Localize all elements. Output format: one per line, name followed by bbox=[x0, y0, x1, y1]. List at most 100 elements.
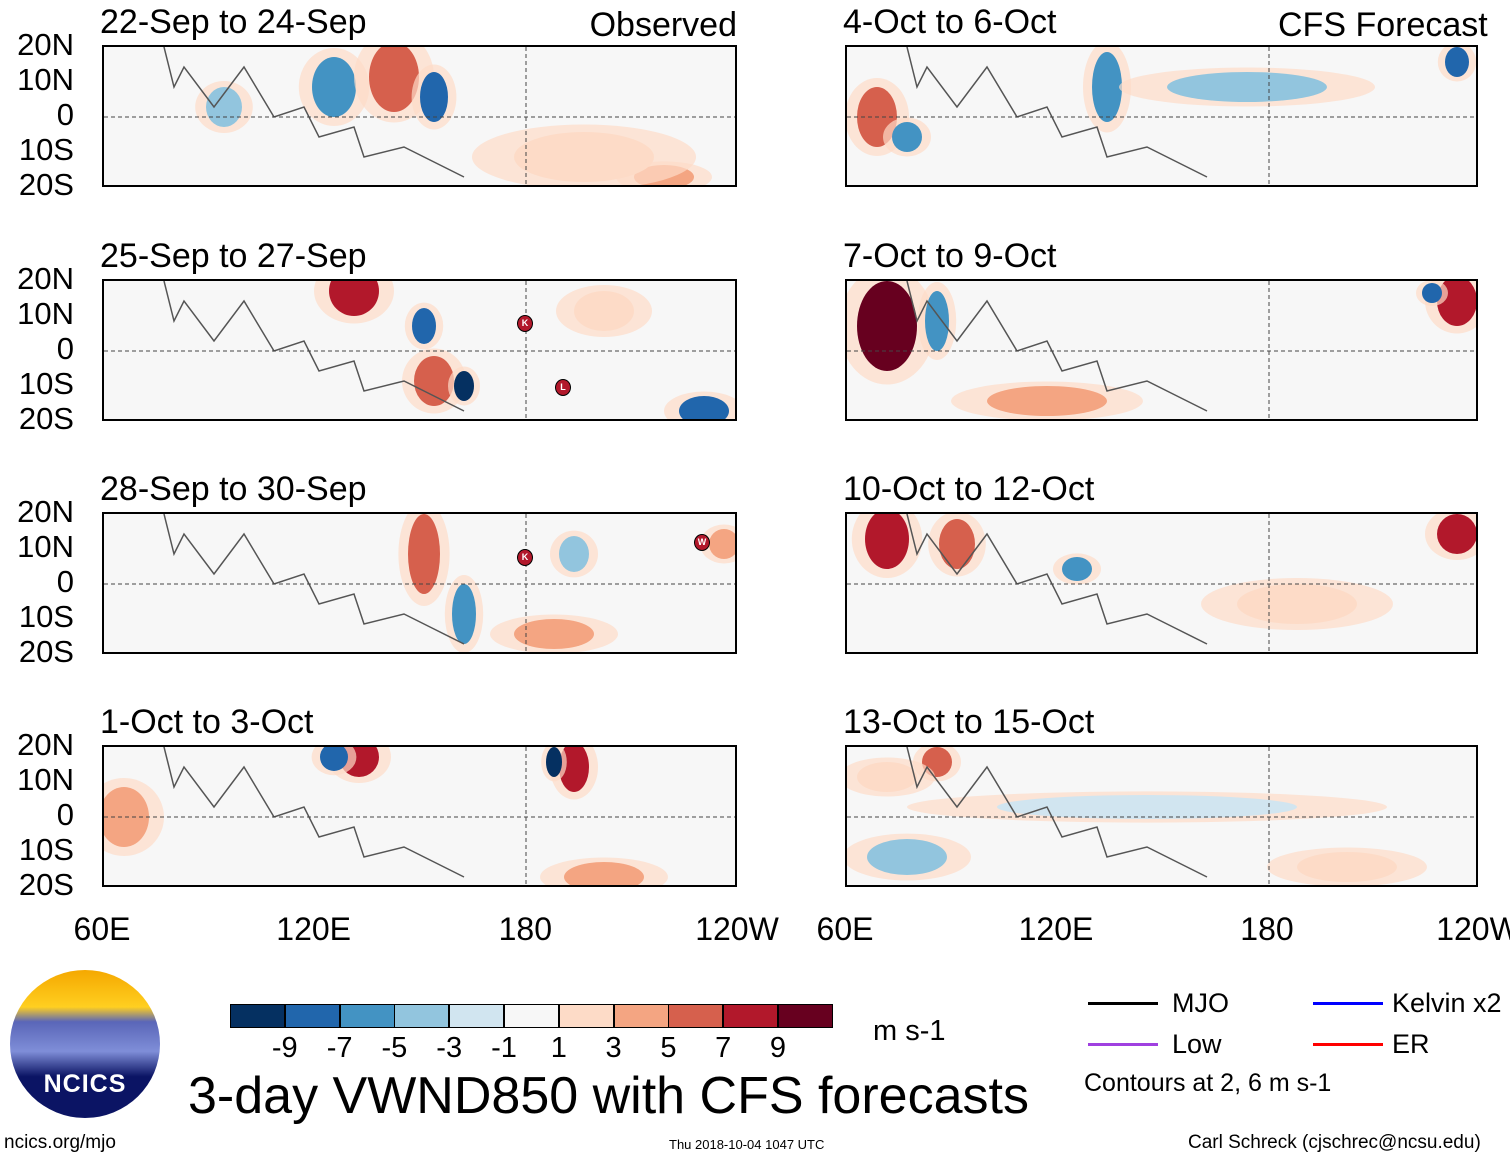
legend-mjo-line bbox=[1088, 1002, 1158, 1005]
anomaly-shading bbox=[546, 747, 562, 777]
lat-label: 0 bbox=[56, 797, 74, 832]
coastline bbox=[163, 514, 465, 645]
colorbar-swatch bbox=[723, 1004, 779, 1028]
anomaly-shading bbox=[892, 122, 922, 152]
anomaly-shading bbox=[865, 514, 909, 569]
legend-er-label: ER bbox=[1392, 1029, 1430, 1059]
anomaly-shading bbox=[452, 584, 476, 644]
anomaly-shading bbox=[514, 619, 594, 649]
footer-timestamp: Thu 2018-10-04 1047 UTC bbox=[669, 1137, 825, 1152]
colorbar-swatch bbox=[778, 1004, 833, 1028]
lat-label: 10S bbox=[18, 366, 74, 401]
coastline bbox=[163, 281, 465, 412]
coastline bbox=[163, 747, 465, 878]
lat-label: 10N bbox=[17, 62, 74, 97]
lat-label: 10N bbox=[17, 296, 74, 331]
panel-title: 10-Oct to 12-Oct bbox=[843, 470, 1095, 508]
colorbar-swatch bbox=[339, 1004, 395, 1028]
lon-label: 180 bbox=[1240, 911, 1294, 947]
lat-label: 20S bbox=[18, 867, 74, 902]
anomaly-shading bbox=[408, 514, 440, 594]
lat-label: 0 bbox=[56, 331, 74, 366]
colorbar-swatch bbox=[394, 1004, 450, 1028]
lat-label: 20N bbox=[17, 27, 74, 62]
anomaly-shading bbox=[709, 529, 735, 559]
figure-title: 3-day VWND850 with CFS forecasts bbox=[188, 1067, 1029, 1125]
footer-url[interactable]: ncics.org/mjo bbox=[4, 1132, 116, 1153]
colorbar-tick-label: 5 bbox=[660, 1032, 677, 1064]
map-panel bbox=[845, 512, 1478, 654]
lat-label: 10N bbox=[17, 529, 74, 564]
anomaly-shading bbox=[1167, 72, 1327, 102]
anomaly-shading bbox=[369, 47, 419, 112]
panel-title: 4-Oct to 6-Oct bbox=[843, 3, 1057, 41]
anomaly-shading bbox=[1297, 852, 1397, 882]
lat-label: 20N bbox=[17, 727, 74, 762]
anomaly-shading bbox=[679, 396, 729, 419]
map-panel bbox=[102, 45, 737, 187]
map-panel bbox=[845, 279, 1478, 421]
panel-source-label: Observed bbox=[589, 6, 737, 44]
anomaly-shading bbox=[1092, 52, 1122, 122]
anomaly-shading bbox=[564, 862, 644, 885]
anomaly-shading bbox=[867, 839, 947, 875]
legend-er-line bbox=[1313, 1043, 1383, 1046]
colorbar-tick-label: -3 bbox=[436, 1032, 463, 1064]
panel-title: 25-Sep to 27-Sep bbox=[100, 237, 367, 275]
colorbar-swatch bbox=[449, 1004, 505, 1028]
lat-label: 10N bbox=[17, 762, 74, 797]
panel-title: 22-Sep to 24-Sep bbox=[100, 3, 367, 41]
legend-kelvin-line bbox=[1313, 1002, 1383, 1005]
anomaly-shading bbox=[454, 371, 474, 401]
coastline bbox=[163, 47, 465, 178]
colorbar-tick-label: 9 bbox=[769, 1032, 787, 1064]
coastline bbox=[906, 747, 1208, 878]
anomaly-shading bbox=[574, 291, 634, 331]
lon-label: 60E bbox=[73, 911, 131, 947]
lat-label: 20S bbox=[18, 401, 74, 436]
colorbar-swatch bbox=[284, 1004, 340, 1028]
panel-source-label: CFS Forecast bbox=[1278, 6, 1488, 44]
colorbar-tick-label: 1 bbox=[550, 1032, 567, 1064]
colorbar-tick-label: -9 bbox=[271, 1032, 298, 1064]
map-panel bbox=[845, 45, 1478, 187]
colorbar-tick-label: -7 bbox=[326, 1032, 353, 1064]
colorbar-swatch bbox=[668, 1004, 724, 1028]
anomaly-shading bbox=[1445, 47, 1469, 77]
lat-label: 0 bbox=[56, 97, 74, 132]
footer-author: Carl Schreck (cjschrec@ncsu.edu) bbox=[1188, 1132, 1481, 1153]
ncics-logo: NCICS bbox=[10, 970, 160, 1118]
coastline bbox=[906, 514, 1208, 645]
legend-note: Contours at 2, 6 m s-1 bbox=[1084, 1069, 1332, 1097]
lat-label: 20N bbox=[17, 261, 74, 296]
colorbar-tick-label: -5 bbox=[381, 1032, 408, 1064]
lat-label: 0 bbox=[56, 564, 74, 599]
colorbar-swatch bbox=[613, 1004, 669, 1028]
anomaly-shading bbox=[329, 281, 379, 316]
map-panel bbox=[845, 745, 1478, 887]
lon-label: 120W bbox=[1436, 911, 1510, 947]
anomaly-shading bbox=[320, 747, 348, 771]
colorbar-units: m s-1 bbox=[873, 1015, 946, 1047]
panel-title: 28-Sep to 30-Sep bbox=[100, 470, 367, 508]
anomaly-shading bbox=[1062, 557, 1092, 581]
colorbar-swatch bbox=[558, 1004, 614, 1028]
lat-label: 20N bbox=[17, 494, 74, 529]
map-panel bbox=[102, 279, 737, 421]
lat-label: 10S bbox=[18, 832, 74, 867]
lon-label: 60E bbox=[816, 911, 874, 947]
lat-label: 20S bbox=[18, 634, 74, 669]
storm-marker: W bbox=[694, 534, 710, 551]
anomaly-shading bbox=[1422, 283, 1442, 303]
colorbar-swatch bbox=[504, 1004, 559, 1028]
legend-low-line bbox=[1088, 1043, 1158, 1046]
coastline bbox=[906, 281, 1208, 412]
anomaly-shading bbox=[939, 519, 975, 569]
lon-label: 120W bbox=[695, 911, 779, 947]
anomaly-shading bbox=[1237, 584, 1357, 624]
anomaly-shading bbox=[987, 386, 1107, 416]
map-panel bbox=[102, 745, 737, 887]
lat-label: 10S bbox=[18, 132, 74, 167]
panel-title: 13-Oct to 15-Oct bbox=[843, 703, 1095, 741]
storm-marker: K bbox=[517, 549, 533, 566]
